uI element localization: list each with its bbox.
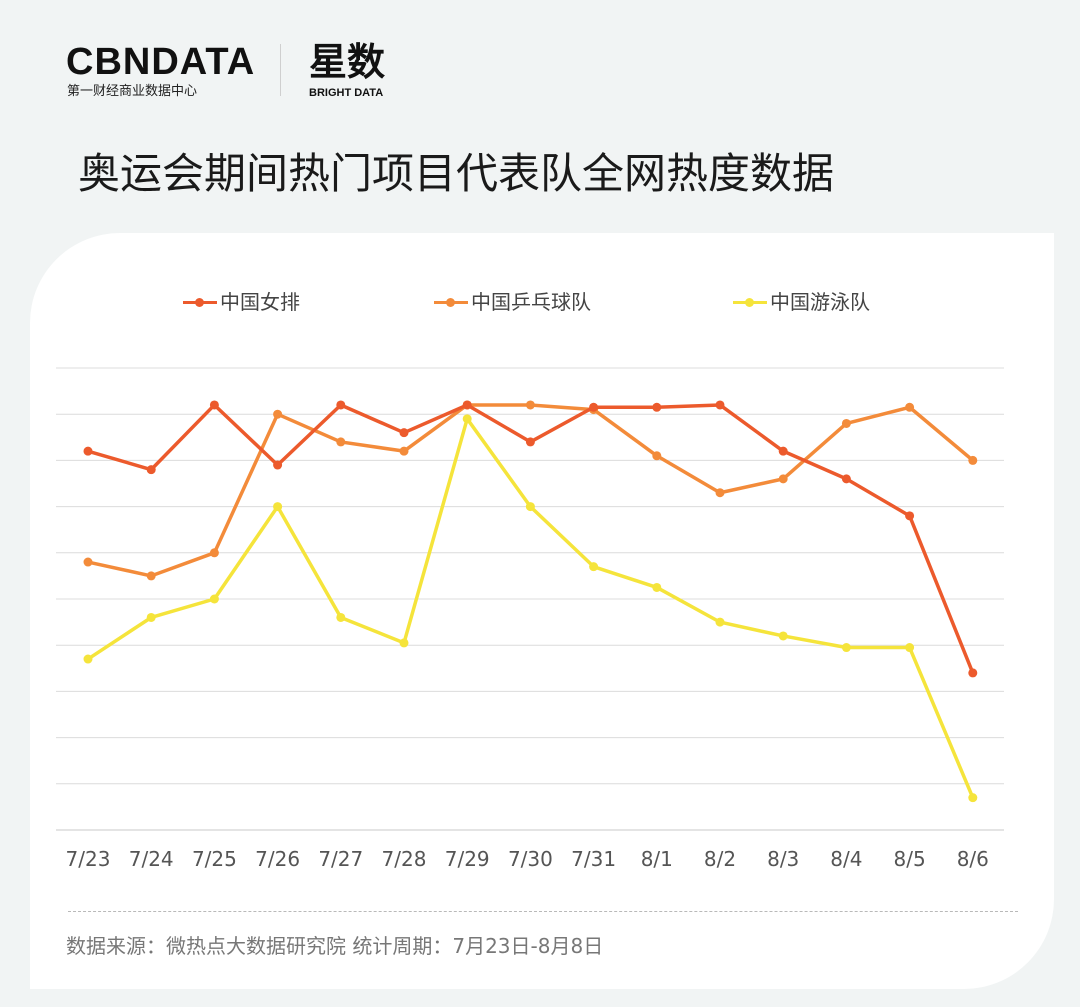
- data-point: [905, 402, 915, 412]
- x-tick-label: 7/28: [382, 847, 427, 871]
- data-point: [273, 409, 283, 419]
- data-point: [146, 571, 156, 581]
- series-line-1: [86, 403, 975, 578]
- data-point: [905, 643, 915, 653]
- data-point: [462, 400, 472, 410]
- data-point: [968, 793, 978, 803]
- bright-data-cn-text: 星数: [309, 40, 386, 84]
- data-point: [146, 465, 156, 475]
- cbndata-brand-text: CBNDATA: [66, 41, 256, 83]
- legend-swatch: [733, 297, 767, 307]
- legend-label: 中国游泳队: [770, 290, 870, 314]
- data-point: [83, 654, 93, 664]
- data-point: [273, 502, 283, 512]
- data-point: [778, 474, 788, 484]
- x-tick-label: 7/23: [66, 847, 111, 871]
- legend-marker: [195, 297, 204, 307]
- legend-item: 中国乒乓球队: [434, 287, 591, 317]
- x-tick-label: 8/1: [641, 847, 673, 871]
- x-tick-label: 7/30: [508, 847, 553, 871]
- x-tick-label: 7/25: [192, 847, 237, 871]
- footer-divider: [68, 911, 1018, 912]
- data-point: [778, 631, 788, 641]
- cbndata-logo: CBNDATA 第一财经商业数据中心 星数 BRIGHT DATA: [66, 40, 406, 104]
- data-point: [336, 400, 346, 410]
- data-point: [209, 594, 219, 604]
- x-tick-label: 7/27: [318, 847, 363, 871]
- data-point: [399, 638, 409, 648]
- data-point: [399, 446, 409, 456]
- legend-label: 中国乒乓球队: [471, 290, 591, 314]
- data-point: [589, 402, 599, 412]
- x-tick-label: 7/26: [255, 847, 300, 871]
- data-point: [905, 511, 915, 521]
- data-point: [968, 668, 978, 678]
- data-point: [652, 582, 662, 592]
- data-point: [652, 451, 662, 461]
- x-tick-label: 7/24: [129, 847, 174, 871]
- data-point: [525, 502, 535, 512]
- bright-data-en-text: BRIGHT DATA: [309, 87, 384, 99]
- data-point: [273, 460, 283, 470]
- data-point: [525, 437, 535, 447]
- x-tick-label: 8/6: [957, 847, 989, 871]
- data-point: [336, 437, 346, 447]
- x-tick-label: 8/5: [894, 847, 926, 871]
- legend-item: 中国游泳队: [733, 287, 870, 317]
- legend-swatch: [434, 297, 468, 307]
- data-point: [83, 446, 93, 456]
- data-point: [652, 402, 662, 412]
- data-point: [778, 446, 788, 456]
- data-point: [462, 414, 472, 424]
- legend-item: 中国女排: [183, 287, 300, 317]
- data-point: [83, 557, 93, 567]
- data-point: [968, 455, 978, 465]
- x-tick-label: 7/31: [571, 847, 616, 871]
- x-tick-label: 8/2: [704, 847, 736, 871]
- legend-swatch: [183, 297, 217, 307]
- data-point: [841, 643, 851, 653]
- data-point: [209, 400, 219, 410]
- data-point: [715, 400, 725, 410]
- data-point: [209, 548, 219, 558]
- data-point: [589, 562, 599, 572]
- data-point: [841, 418, 851, 428]
- data-point: [715, 617, 725, 627]
- x-tick-label: 8/4: [830, 847, 862, 871]
- logo-divider: [280, 44, 281, 96]
- legend-marker: [745, 297, 754, 307]
- data-point: [715, 488, 725, 498]
- legend-label: 中国女排: [220, 290, 300, 314]
- cbndata-brand-subtitle: 第一财经商业数据中心: [67, 84, 198, 99]
- source-note: 数据来源：微热点大数据研究院 统计周期：7月23日-8月8日: [66, 934, 604, 958]
- page-title: 奥运会期间热门项目代表队全网热度数据: [78, 149, 835, 198]
- data-point: [841, 474, 851, 484]
- data-point: [146, 612, 156, 622]
- legend-marker: [446, 297, 455, 307]
- chart-card: [30, 233, 1054, 989]
- data-point: [336, 612, 346, 622]
- x-tick-label: 8/3: [767, 847, 799, 871]
- data-point: [399, 428, 409, 438]
- data-point: [525, 400, 535, 410]
- x-tick-label: 7/29: [445, 847, 490, 871]
